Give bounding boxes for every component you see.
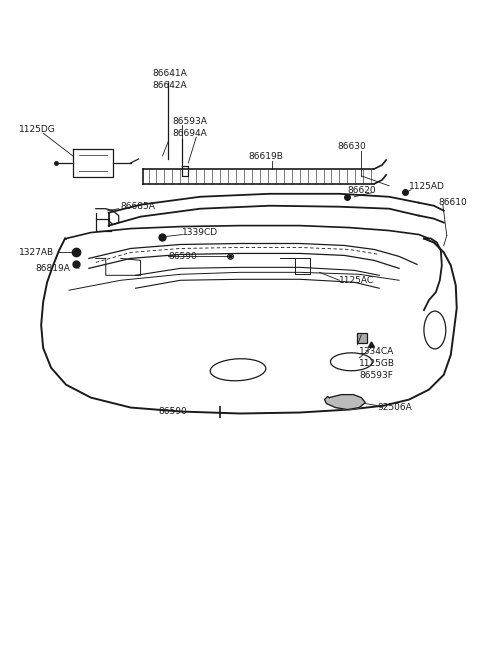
- Text: 1339CD: 1339CD: [182, 228, 218, 237]
- Text: 86694A: 86694A: [172, 129, 207, 137]
- Text: 86590: 86590: [168, 252, 197, 261]
- Text: 86620: 86620: [348, 187, 376, 195]
- Text: 86819A: 86819A: [35, 264, 70, 273]
- Text: 1125GB: 1125GB: [360, 359, 396, 369]
- Text: 86685A: 86685A: [120, 202, 156, 211]
- Text: 1125AD: 1125AD: [409, 183, 445, 191]
- Text: 86642A: 86642A: [153, 81, 187, 90]
- Text: 1125DG: 1125DG: [19, 125, 56, 133]
- Text: 92506A: 92506A: [377, 403, 412, 412]
- Text: 86593A: 86593A: [172, 117, 207, 125]
- Text: 86619B: 86619B: [248, 152, 283, 162]
- FancyBboxPatch shape: [357, 333, 367, 343]
- Text: 1334CA: 1334CA: [360, 348, 395, 356]
- Text: 1125AC: 1125AC: [339, 276, 374, 284]
- Text: 1327AB: 1327AB: [19, 248, 54, 257]
- Text: 86610: 86610: [439, 198, 468, 207]
- Polygon shape: [324, 395, 365, 409]
- Text: 86590: 86590: [158, 407, 187, 416]
- Text: 86630: 86630: [337, 141, 366, 150]
- Text: 86641A: 86641A: [153, 69, 187, 78]
- Text: 86593F: 86593F: [360, 371, 393, 380]
